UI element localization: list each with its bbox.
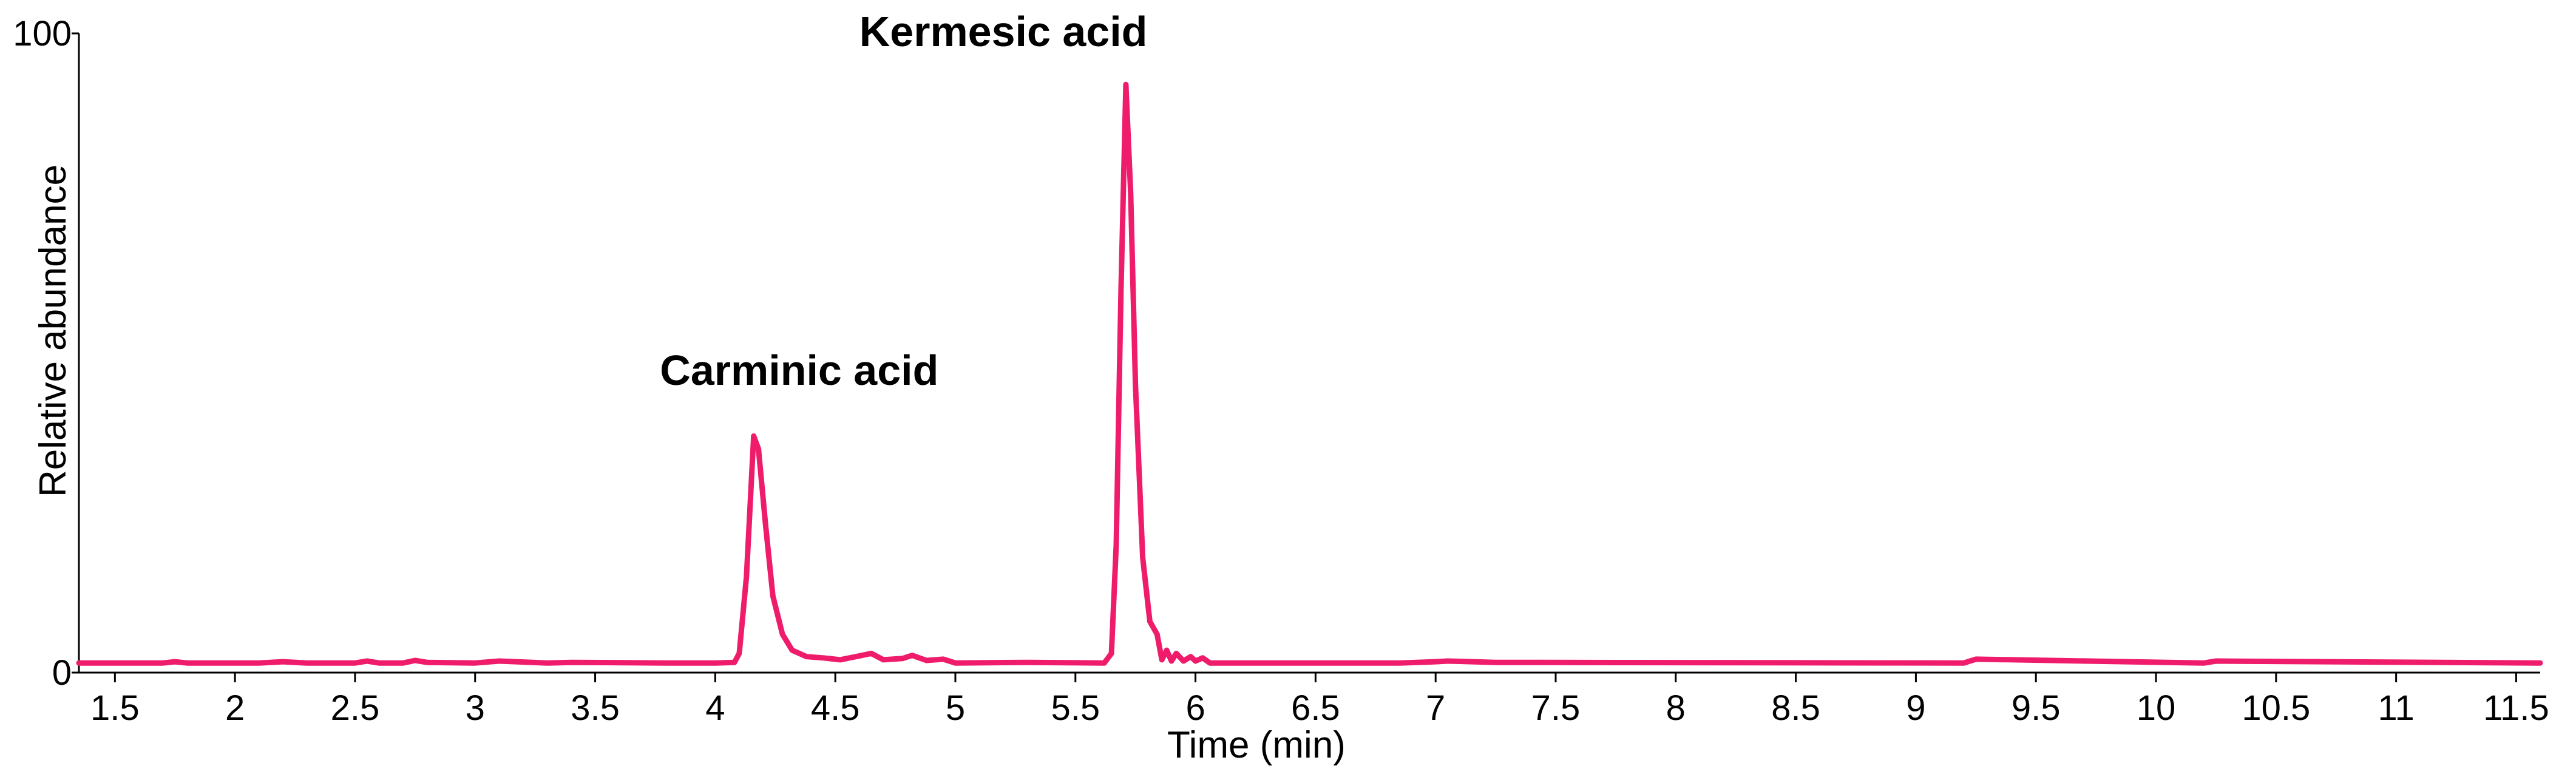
x-tick-label: 8.5 (1771, 688, 1820, 728)
x-tick-label: 11 (2378, 688, 2415, 728)
x-tick-label: 2.5 (331, 688, 380, 728)
x-tick-label: 2 (225, 688, 245, 728)
x-tick-label: 7.5 (1531, 688, 1581, 728)
x-axis-title: Time (min) (1167, 724, 1346, 766)
x-tick-label: 5.5 (1051, 688, 1100, 728)
series-line-0 (76, 81, 2543, 666)
y-axis-title: Relative abundance (32, 165, 74, 497)
x-tick-label: 6 (1185, 688, 1205, 728)
x-tick-label: 10 (2137, 688, 2176, 728)
x-tick-label: 7 (1426, 688, 1445, 728)
x-tick-label: 4 (705, 688, 725, 728)
y-tick-label: 100 (13, 14, 72, 53)
x-tick-label: 3 (466, 688, 485, 728)
x-tick-label: 10.5 (2242, 688, 2310, 728)
x-tick-label: 4.5 (811, 688, 860, 728)
x-tick-label: 6.5 (1291, 688, 1340, 728)
x-tick-label: 9 (1906, 688, 1925, 728)
x-tick-label: 9.5 (2012, 688, 2061, 728)
series-layer (76, 81, 2543, 666)
x-tick-label: 5 (946, 688, 965, 728)
x-tick-label: 11.5 (2483, 688, 2549, 728)
y-tick-label: 0 (52, 653, 72, 693)
axes: 1.5 2 2.5 3 3.5 4 4.5 5 5.5 6 6.5 7 7.5 8 8.5 9 9.5 10 10.… (13, 14, 2549, 728)
x-tick-label: 1.5 (90, 688, 140, 728)
peak-label-1: Kermesic acid (859, 8, 1148, 55)
peak-label-0: Carminic acid (660, 347, 938, 394)
x-tick-label: 3.5 (571, 688, 620, 728)
x-tick-label: 8 (1666, 688, 1686, 728)
labels: Carminic acid Kermesic acid (660, 8, 1147, 394)
